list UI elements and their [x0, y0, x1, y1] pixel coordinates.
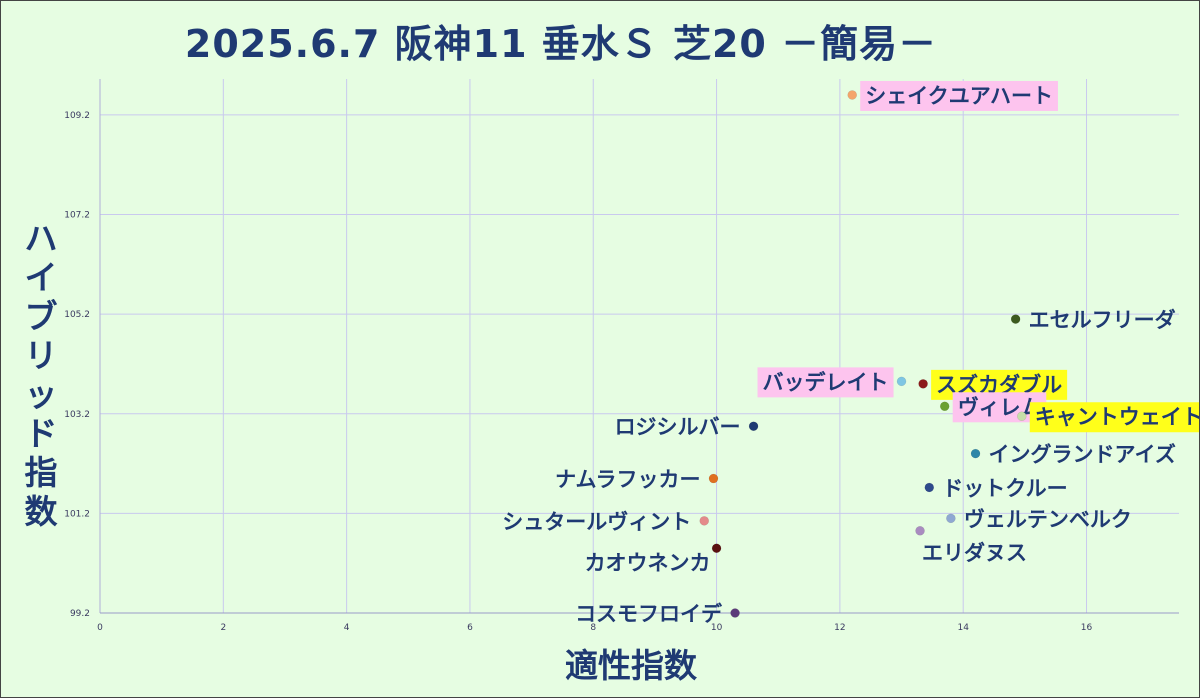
- y-axis-label: ハイブリッド指数: [24, 219, 58, 531]
- point-label: キャントウェイト: [1035, 405, 1199, 429]
- point-label: シュタールヴィント: [502, 510, 691, 534]
- x-tick-label: 6: [467, 623, 473, 633]
- data-point: [896, 376, 907, 387]
- y-tick-label: 99.2: [70, 609, 90, 619]
- data-point: [1010, 314, 1021, 324]
- point-label: ヴィレム: [958, 395, 1042, 419]
- data-point: [708, 473, 719, 484]
- point-label-highlight: [860, 80, 1058, 111]
- x-tick-label: 16: [1081, 623, 1093, 633]
- point-label: コスモフロイデ: [575, 602, 723, 626]
- data-point: [946, 513, 956, 524]
- point-label: ロジシルバー: [615, 415, 741, 439]
- x-tick-label: 2: [220, 623, 226, 633]
- point-label: イングランドアイズ: [989, 443, 1176, 467]
- point-label: ドットクルー: [942, 476, 1067, 500]
- x-tick-label: 0: [97, 623, 103, 633]
- point-label: エセルフリーダ: [1029, 308, 1176, 332]
- data-point: [699, 516, 709, 526]
- data-point: [918, 379, 928, 389]
- data-point: [1017, 411, 1027, 421]
- y-tick-label: 107.2: [64, 211, 90, 221]
- y-tick-label: 109.2: [64, 111, 90, 121]
- point-label: バッデレイト: [763, 370, 889, 394]
- point-label: ナムラフッカー: [555, 468, 700, 492]
- point-label-highlight: [757, 367, 894, 398]
- point-label: シェイクユアハート: [865, 84, 1053, 108]
- y-tick-label: 101.2: [64, 509, 90, 519]
- x-tick-label: 14: [957, 623, 969, 633]
- point-label: エリダヌス: [922, 541, 1027, 565]
- data-point: [748, 421, 759, 431]
- data-point: [730, 608, 740, 618]
- data-point: [711, 543, 722, 553]
- x-tick-label: 10: [711, 623, 723, 633]
- data-point: [924, 482, 935, 493]
- point-label-highlight: [1029, 402, 1199, 433]
- point-label: ヴェルテンベルク: [964, 507, 1132, 531]
- chart-title: 2025.6.7 阪神11 垂水Ｓ 芝20 －簡易－: [184, 22, 938, 66]
- data-point: [847, 90, 857, 100]
- x-tick-label: 8: [590, 623, 596, 633]
- data-point: [939, 401, 950, 412]
- y-tick-label: 105.2: [64, 310, 90, 320]
- data-point: [915, 526, 925, 536]
- x-tick-label: 4: [344, 623, 350, 633]
- data-point: [970, 448, 981, 459]
- point-label: カオウネンカ: [585, 551, 711, 575]
- x-tick-label: 12: [834, 623, 845, 633]
- x-axis-label: 適性指数: [565, 646, 697, 685]
- y-tick-label: 103.2: [64, 410, 90, 420]
